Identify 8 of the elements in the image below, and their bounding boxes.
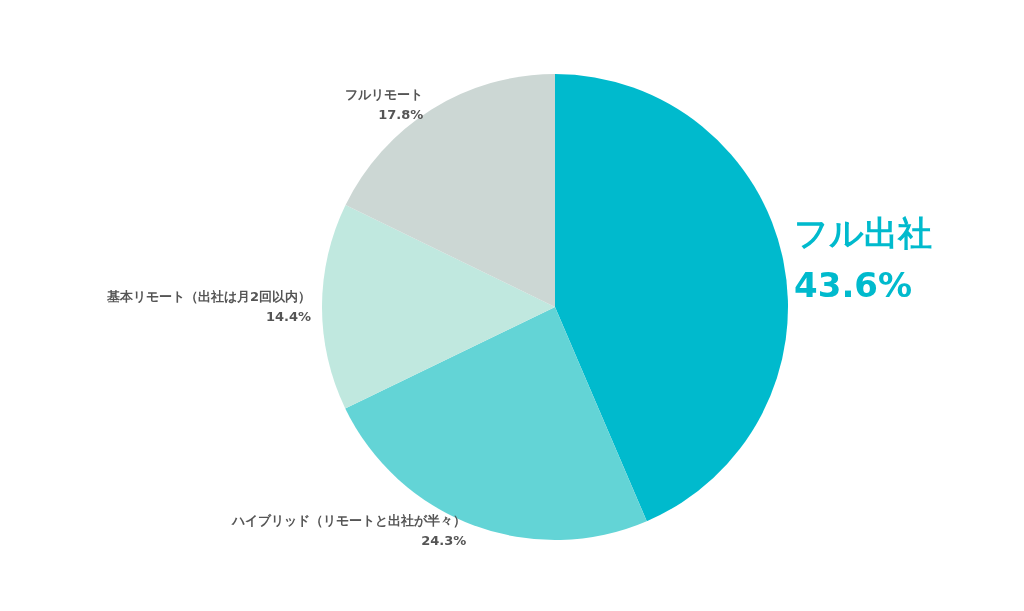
data-label: 17.8% xyxy=(378,106,424,122)
slice-label: フルリモート xyxy=(345,86,424,102)
slice-label: ハイブリッド（リモートと出社が半々） xyxy=(231,513,467,529)
data-label: 14.4% xyxy=(265,309,311,325)
slice-label: 基本リモート（出社は月2回以内） xyxy=(105,289,311,305)
data-label: 43.6% xyxy=(794,264,913,305)
slice-label: フル出社 xyxy=(794,212,933,253)
data-label: 24.3% xyxy=(421,533,467,549)
